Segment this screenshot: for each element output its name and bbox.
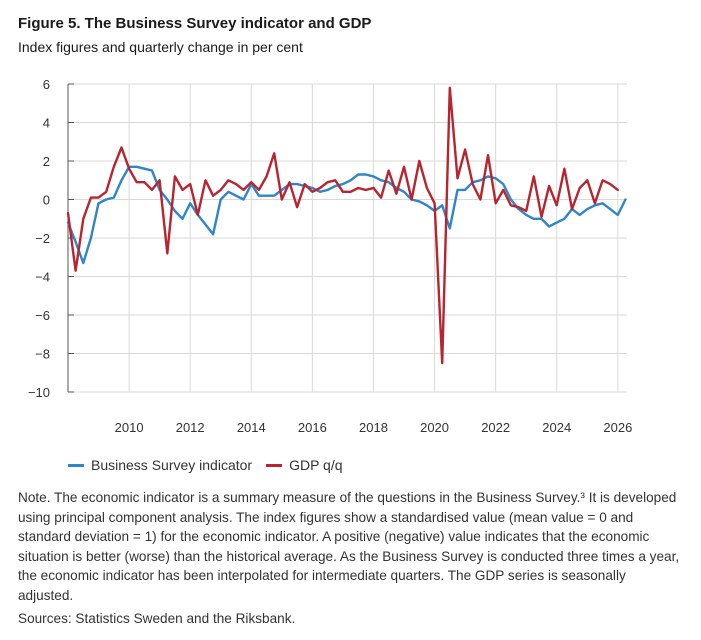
legend-item-gdp: GDP q/q — [266, 457, 343, 473]
legend-swatch-business-survey — [68, 463, 84, 467]
figure-sources: Sources: Statistics Sweden and the Riksb… — [18, 611, 296, 626]
y-tick-label: 6 — [43, 77, 50, 92]
legend-label-business-survey: Business Survey indicator — [91, 457, 253, 473]
y-tick-label: −10 — [28, 385, 50, 400]
figure-note: Note. The economic indicator is a summar… — [18, 490, 680, 603]
figure-subtitle: Index figures and quarterly change in pe… — [18, 39, 303, 55]
gridlines — [68, 83, 627, 393]
x-tick-label: 2020 — [420, 420, 449, 435]
chart-legend: Business Survey indicator GDP q/q — [68, 457, 357, 473]
legend-item-business-survey: Business Survey indicator — [68, 457, 252, 473]
figure-title: Figure 5. The Business Survey indicator … — [18, 15, 372, 32]
y-tick-label: 2 — [43, 154, 50, 169]
x-tick-label: 2026 — [603, 420, 632, 435]
x-tick-label: 2016 — [298, 420, 327, 435]
y-tick-label: 4 — [43, 116, 50, 131]
y-tick-label: −6 — [35, 308, 50, 323]
x-tick-label: 2018 — [359, 420, 388, 435]
x-tick-label: 2022 — [481, 420, 510, 435]
x-tick-label: 2014 — [237, 420, 266, 435]
x-tick-label: 2010 — [115, 420, 144, 435]
y-tick-label: −2 — [35, 231, 50, 246]
gdp-line — [66, 86, 619, 365]
line-chart: 6 4 2 0 −2 −4 −6 −8 −10 2010 2012 2014 2016 2018 2020 2… — [28, 77, 632, 435]
y-tick-label: −8 — [35, 347, 50, 362]
y-tick-label: 0 — [43, 193, 50, 208]
y-tick-label: −4 — [35, 270, 50, 285]
series-lines — [66, 86, 627, 365]
legend-label-gdp: GDP q/q — [289, 457, 343, 473]
x-tick-label: 2012 — [176, 420, 205, 435]
legend-swatch-gdp — [266, 463, 283, 467]
tick-labels: 6 4 2 0 −2 −4 −6 −8 −10 2010 2012 2014 2016 2018 2020 2… — [28, 77, 632, 435]
x-tick-label: 2024 — [542, 420, 571, 435]
